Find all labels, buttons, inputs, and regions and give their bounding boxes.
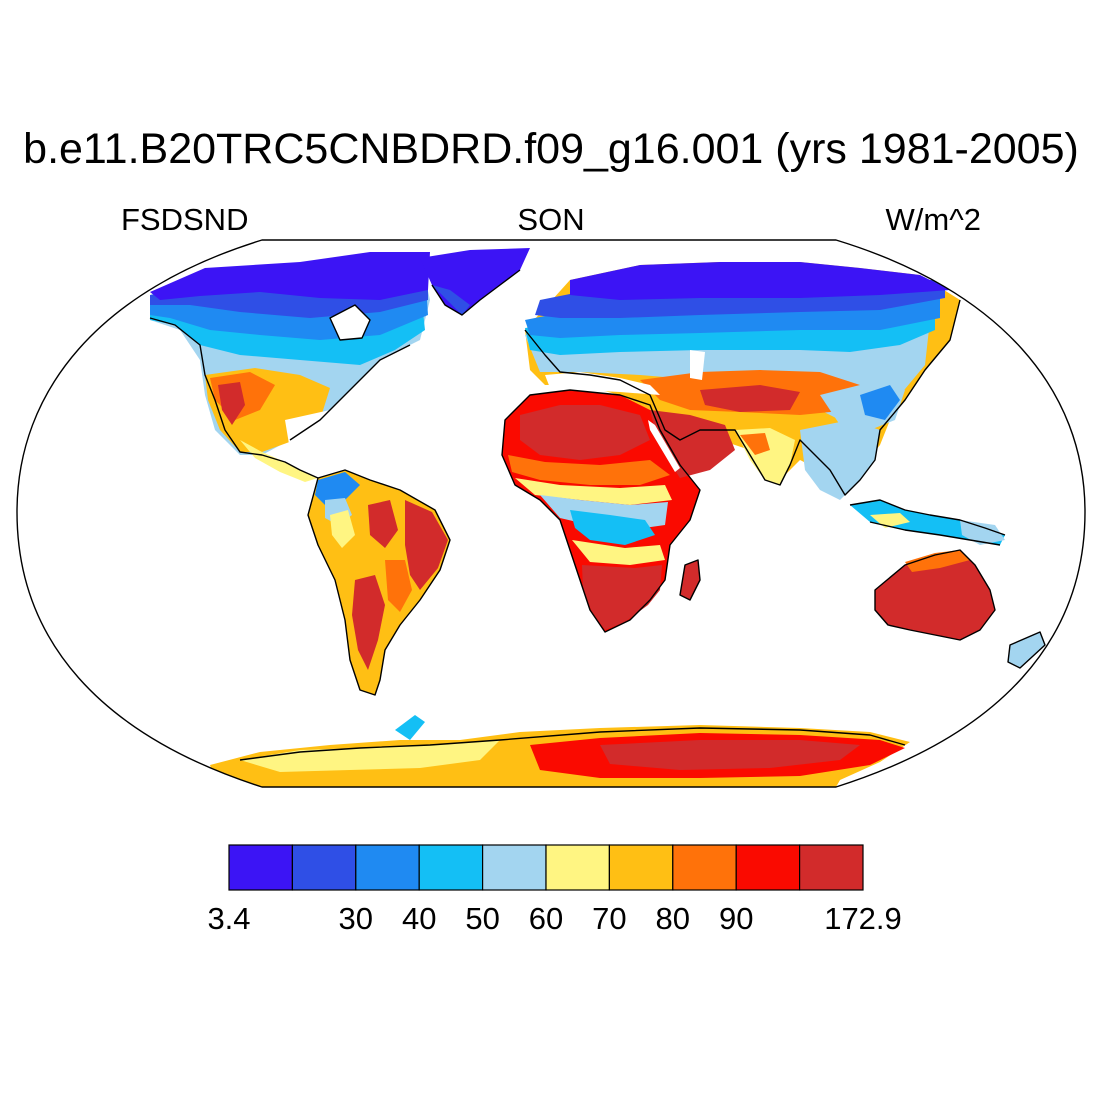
colorbar-swatch [735, 844, 801, 891]
newguinea-fill [960, 520, 1005, 545]
colorbar-tick-label: 40 [402, 901, 436, 936]
sa-red-east [405, 500, 448, 590]
colorbar-tick-label: 90 [719, 901, 753, 936]
sa-orange [385, 560, 412, 612]
east-asia-blue [860, 385, 900, 420]
antarctic-peninsula [395, 715, 425, 740]
colorbar-tick-label: 172.9 [824, 901, 902, 936]
africa-south-red [582, 565, 662, 630]
australia-north-orange [905, 550, 970, 572]
new-zealand-fill [1008, 632, 1045, 668]
sa-red-west [352, 575, 385, 670]
coastline-indonesia [849, 499, 1006, 546]
colorbar-swatch [418, 844, 484, 891]
caspian-water [690, 350, 705, 380]
africa-equator-blue [570, 510, 655, 545]
colorbar: 3.4 30 40 50 60 70 80 90 172.9 [207, 844, 902, 936]
colorbar-swatch [228, 844, 294, 891]
units-label: W/m^2 [885, 202, 981, 237]
coastline-north-america [149, 304, 411, 479]
antarctica-plateau-dark [600, 740, 860, 770]
colorbar-tick-label: 60 [529, 901, 563, 936]
na-arctic [150, 252, 430, 300]
variable-label: FSDSND [121, 202, 249, 237]
coastline-south-america [307, 469, 451, 696]
colorbar-tick-label: 3.4 [207, 901, 250, 936]
na-desert-red [218, 382, 245, 425]
season-label: SON [517, 202, 585, 237]
colorbar-swatch [545, 844, 611, 891]
colorbar-tick-label: 80 [656, 901, 690, 936]
coastline-africa [501, 389, 701, 633]
sa-yellow [330, 510, 355, 548]
colorbar-swatch [798, 844, 864, 891]
coastlines [149, 269, 1046, 761]
eurasia-arctic [570, 262, 950, 300]
map-boundary [16, 239, 1086, 788]
sa-red-north [368, 500, 398, 548]
colorbar-swatch [291, 844, 357, 891]
land-fields [150, 248, 1045, 787]
coastline-australia [874, 549, 1046, 669]
colorbar-tick-label: 50 [465, 901, 499, 936]
australia-fill [875, 550, 995, 640]
greenland-edge [432, 285, 470, 315]
mexico-fill [240, 440, 318, 482]
mediterranean-water [545, 372, 660, 395]
coastline-greenland [431, 269, 521, 316]
red-sea [648, 420, 680, 472]
tibet-red [700, 385, 800, 412]
caribbean-water [285, 410, 350, 460]
coastline-antarctica [239, 727, 906, 761]
plot-title: b.e11.B20TRC5CNBDRD.f09_g16.001 (yrs 198… [23, 125, 1079, 173]
antarctica-yellow-west [240, 740, 500, 772]
colorbar-swatch [355, 844, 420, 891]
sa-blue-north [315, 472, 360, 505]
colorbar-swatch [608, 844, 674, 891]
colorbar-tick-label: 30 [339, 901, 373, 936]
africa-sahara-dark [520, 405, 650, 460]
africa-sahel-yellow [515, 478, 672, 505]
colorbar-tick-label: 70 [592, 901, 626, 936]
africa-sahel-orange [508, 455, 670, 485]
coastline-eurasia [524, 299, 961, 496]
india-orange [740, 433, 770, 455]
colorbar-swatch [672, 844, 737, 891]
indonesia-yellow [870, 513, 910, 528]
africa-congo-yellow [572, 540, 665, 565]
colorbar-swatch [482, 844, 547, 891]
hudson-bay [330, 305, 370, 340]
